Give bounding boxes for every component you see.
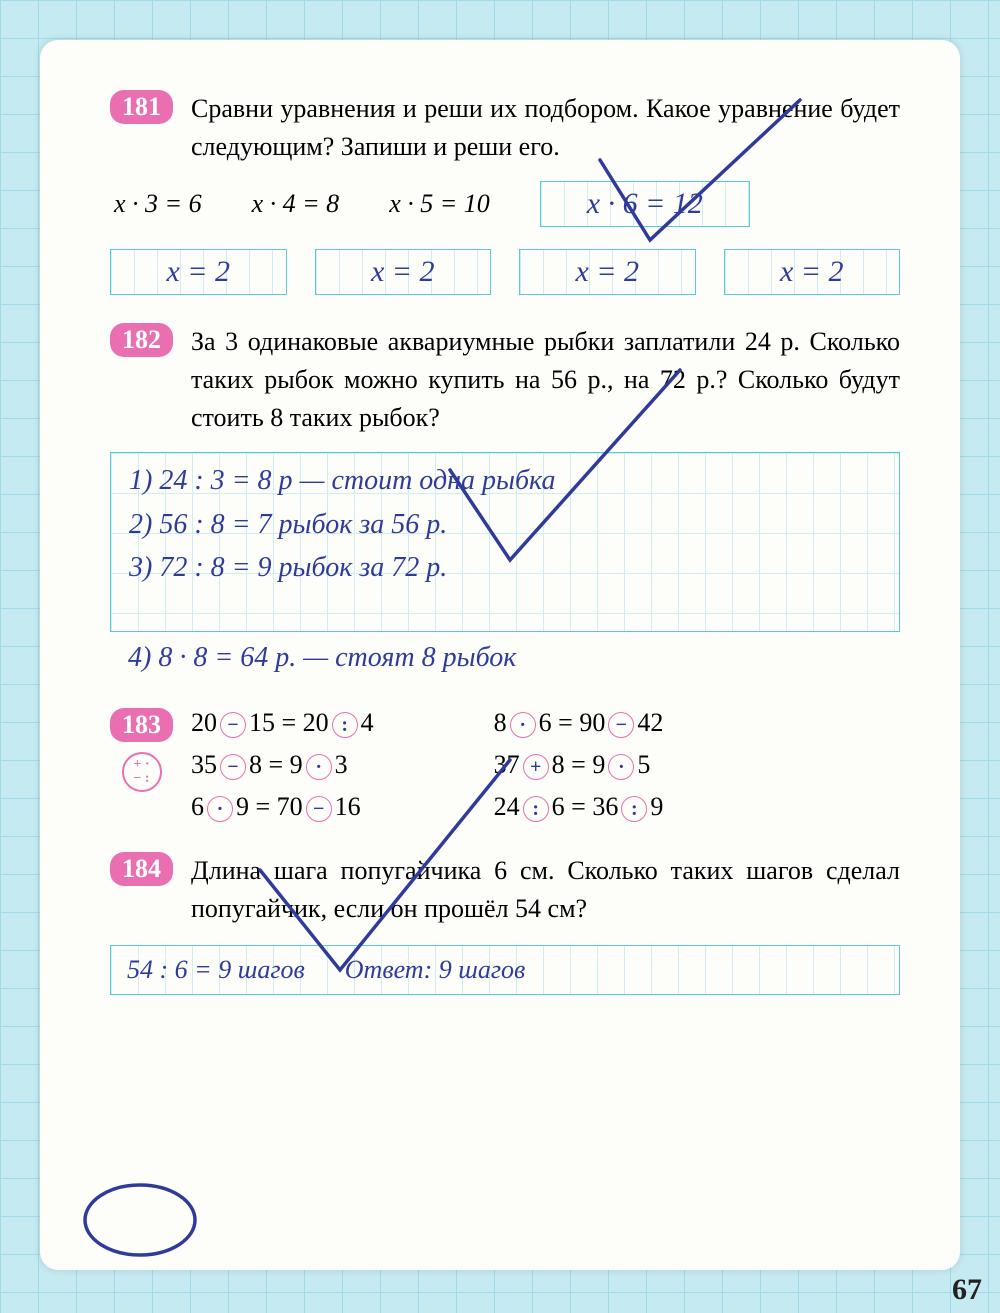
problem-number-pill: 184 [110,852,173,886]
problem-183: 183 + ·− : 20−15 = 20:4 35−8 = 9·3 6·9 =… [110,708,900,822]
equation: x · 4 = 8 [252,189,340,219]
equation-column-right: 8·6 = 90−42 37+8 = 9·5 24:6 = 36:9 [494,708,664,822]
equation-columns: 20−15 = 20:4 35−8 = 9·3 6·9 = 70−16 8·6 … [191,708,663,822]
solution-step: 2) 56 : 8 = 7 рыбок за 56 р. [129,503,889,546]
equation-row: x · 3 = 6 x · 4 = 8 x · 5 = 10 x · 6 = 1… [114,181,900,227]
equation-column-left: 20−15 = 20:4 35−8 = 9·3 6·9 = 70−16 [191,708,374,822]
plus-minus-icon: + ·− : [122,752,162,792]
equation-line: 20−15 = 20:4 [191,708,374,738]
equation-line: 6·9 = 70−16 [191,792,374,822]
problem-number-pill: 181 [110,90,173,124]
solution-step: 3) 72 : 8 = 9 рыбок за 72 р. [129,546,889,589]
problem-184: 184 Длина шага попугайчика 6 см. Сколько… [110,852,900,995]
workbook-page: 181 Сравни уравнения и реши их подбором.… [40,40,960,1270]
problem-182: 182 За 3 одинаковые аквариумные рыбки за… [110,323,900,679]
solution-grid: 1) 24 : 3 = 8 р — стоит одна рыбка 2) 56… [110,452,900,632]
equation: x · 5 = 10 [389,189,490,219]
problem-number-pill: 183 [110,708,173,742]
handwritten-answer: x = 2 [780,255,844,289]
equation-line: 8·6 = 90−42 [494,708,664,738]
equation-line: 35−8 = 9·3 [191,750,374,780]
answer-box-row: x = 2 x = 2 x = 2 x = 2 [110,249,900,295]
problem-text: За 3 одинаковые аквариумные рыбки заплат… [191,323,900,436]
handwritten-answer: x = 2 [166,255,230,289]
handwritten-work: 54 : 6 = 9 шагов [127,955,305,985]
answer-box: x = 2 [519,249,696,295]
page-number: 67 [952,1273,982,1307]
problem-text: Сравни уравнения и реши их подбором. Как… [191,90,900,165]
equation-line: 37+8 = 9·5 [494,750,664,780]
equation: x · 3 = 6 [114,189,202,219]
problem-text: Длина шага попугайчика 6 см. Сколько так… [191,852,900,927]
solution-step: 4) 8 · 8 = 64 р. — стоят 8 рыбок [128,636,900,679]
answer-label: Ответ: 9 шагов [345,955,526,985]
answer-grid-row: 54 : 6 = 9 шагов Ответ: 9 шагов [110,945,900,995]
answer-box: x = 2 [724,249,901,295]
equation-line: 24:6 = 36:9 [494,792,664,822]
handwritten-equation: x · 6 = 12 [587,187,703,221]
handwritten-answer: x = 2 [575,255,639,289]
problem-number-pill: 182 [110,323,173,357]
problem-181: 181 Сравни уравнения и реши их подбором.… [110,90,900,295]
answer-box: x = 2 [315,249,492,295]
equation-fill-box: x · 6 = 12 [540,181,750,227]
answer-box: x = 2 [110,249,287,295]
handwritten-answer: x = 2 [371,255,435,289]
solution-step: 1) 24 : 3 = 8 р — стоит одна рыбка [129,459,889,502]
